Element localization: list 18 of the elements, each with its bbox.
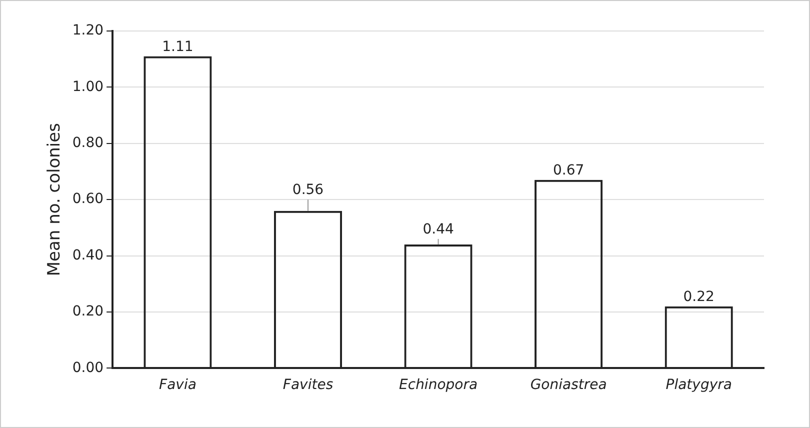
y-tick-label: 0.00	[72, 360, 104, 376]
data-label: 1.11	[162, 38, 194, 55]
x-tick-label: Platygyra	[666, 377, 732, 394]
data-label: 0.44	[422, 222, 454, 238]
y-tick-label: 1.00	[72, 78, 104, 95]
x-tick-label: Echinopora	[399, 377, 478, 394]
x-tick-label: Goniastrea	[530, 377, 607, 394]
y-tick-label: 1.20	[72, 22, 104, 39]
y-tick-label: 0.60	[72, 191, 104, 208]
data-label: 0.22	[683, 289, 714, 306]
y-tick-label: 0.80	[72, 135, 104, 152]
data-label: 0.56	[292, 182, 324, 198]
y-tick-label: 0.20	[72, 304, 104, 320]
x-tick-label: Favites	[282, 377, 334, 394]
x-tick-label: Favia	[159, 377, 196, 394]
y-tick-label: 0.40	[72, 247, 104, 264]
data-label: 0.67	[552, 162, 584, 179]
y-axis-title: Mean no. colonies	[44, 122, 65, 276]
